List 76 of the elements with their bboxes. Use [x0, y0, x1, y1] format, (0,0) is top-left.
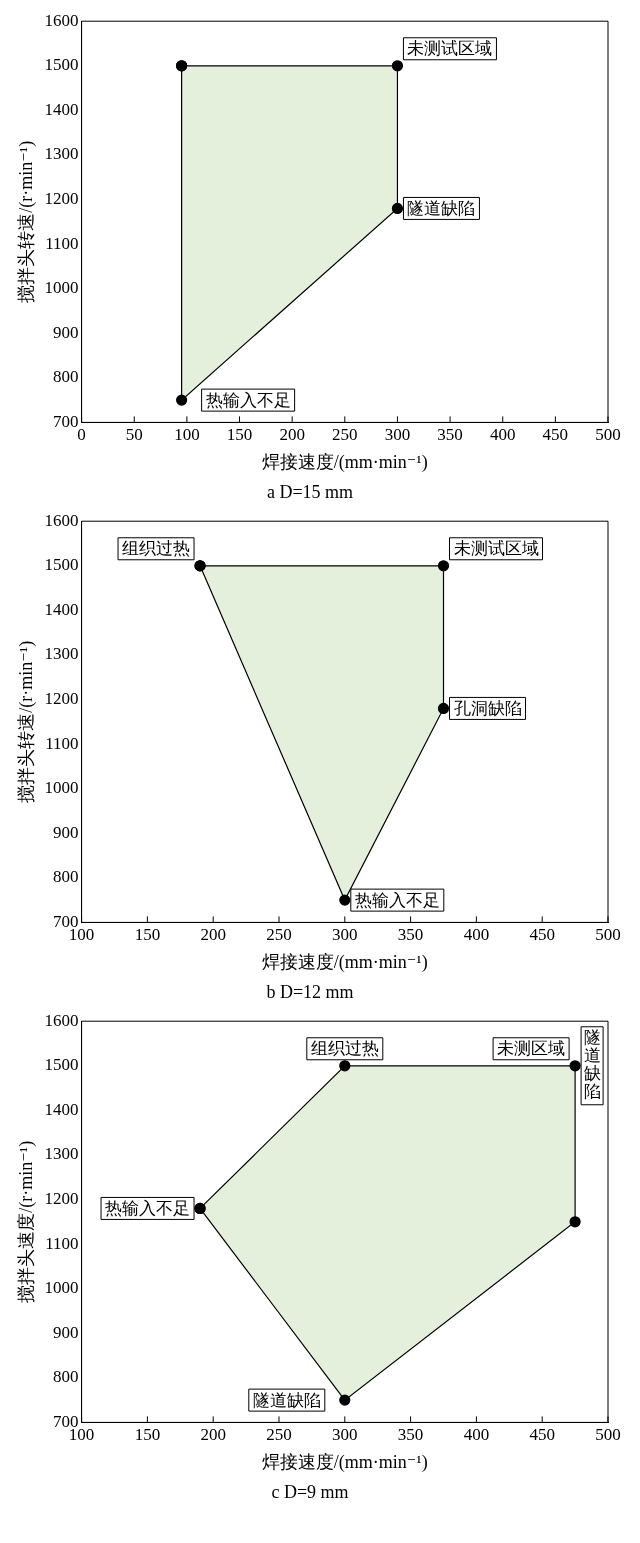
- annotation: 未测试区域: [407, 39, 493, 59]
- x-tick-label: 250: [332, 425, 358, 445]
- y-tick-label: 800: [53, 867, 79, 887]
- x-tick-label: 500: [595, 425, 621, 445]
- x-tick-label: 200: [279, 425, 305, 445]
- text: a D=15 mm: [266, 481, 354, 502]
- text: c D=9 mm: [271, 1481, 349, 1502]
- x-tick-label: 350: [437, 425, 463, 445]
- y-tick-label: 1100: [45, 233, 79, 253]
- x-tick-label: 450: [529, 925, 555, 945]
- annotation: 未测试区域: [453, 539, 539, 559]
- y-tick-label: 1100: [45, 1233, 79, 1253]
- y-tick-label: 900: [53, 822, 79, 842]
- x-tick-label: 150: [134, 925, 161, 945]
- annotation: 隧道缺陷: [252, 1390, 321, 1410]
- x-tick-label: 150: [226, 425, 253, 445]
- x-tick-label: 400: [463, 925, 490, 945]
- y-tick-label: 1500: [44, 1055, 79, 1075]
- y-tick-label: 1200: [44, 1188, 79, 1208]
- x-tick-label: 250: [266, 925, 292, 945]
- x-tick-label: 450: [529, 1425, 555, 1445]
- y-axis-title: 搅拌头速度/(r·min⁻¹): [15, 1140, 37, 1303]
- y-tick-label: 1600: [44, 510, 79, 530]
- y-tick-label: 1300: [44, 1144, 79, 1164]
- y-axis-title: 搅拌头转速/(r·min⁻¹): [15, 140, 37, 303]
- x-tick-label: 200: [200, 925, 226, 945]
- annotation: 热输入不足: [205, 390, 291, 410]
- x-tick-label: 400: [489, 425, 516, 445]
- y-tick-label: 1400: [44, 99, 79, 119]
- text: b D=12 mm: [266, 981, 354, 1002]
- annotation: 隧道缺陷: [583, 1028, 601, 1102]
- y-tick-label: 1500: [44, 555, 79, 575]
- annotation: 组织过热: [310, 1039, 379, 1059]
- y-tick-label: 1000: [44, 278, 79, 298]
- x-tick-label: 350: [397, 925, 424, 945]
- annotation: 隧道缺陷: [407, 198, 476, 218]
- x-tick-label: 300: [384, 425, 411, 445]
- annotation: 热输入不足: [354, 890, 440, 910]
- y-tick-label: 1400: [44, 599, 79, 619]
- y-tick-label: 1300: [44, 644, 79, 664]
- x-tick-label: 300: [332, 1425, 358, 1445]
- x-axis-title: 焊接速度/(mm·min⁻¹): [261, 952, 428, 974]
- x-tick-label: 400: [463, 1425, 490, 1445]
- x-tick-label: 300: [332, 925, 358, 945]
- y-tick-label: 1300: [44, 144, 79, 164]
- x-tick-label: 500: [595, 1425, 621, 1445]
- x-tick-label: 150: [134, 1425, 161, 1445]
- y-tick-label: 1200: [44, 688, 79, 708]
- annotation: 孔洞缺陷: [453, 698, 522, 718]
- y-tick-label: 900: [53, 1322, 79, 1342]
- x-tick-label: 0: [77, 425, 86, 445]
- y-tick-label: 1200: [44, 188, 79, 208]
- annotation: 未测区域: [497, 1039, 566, 1059]
- x-tick-label: 200: [200, 1425, 226, 1445]
- y-tick-label: 800: [53, 367, 79, 387]
- x-tick-label: 500: [595, 925, 621, 945]
- y-tick-label: 1000: [44, 778, 79, 798]
- x-axis-title: 焊接速度/(mm·min⁻¹): [261, 1452, 428, 1474]
- x-axis-title: 焊接速度/(mm·min⁻¹): [261, 452, 428, 474]
- annotation: 组织过热: [122, 539, 191, 559]
- y-axis-title: 搅拌头转速/(r·min⁻¹): [15, 640, 37, 803]
- y-tick-label: 1500: [44, 55, 79, 75]
- y-tick-label: 1000: [44, 1278, 79, 1298]
- y-tick-label: 800: [53, 1367, 79, 1387]
- x-tick-label: 350: [397, 1425, 424, 1445]
- y-tick-label: 1600: [44, 1010, 79, 1030]
- x-tick-label: 50: [125, 425, 143, 445]
- x-tick-label: 250: [266, 1425, 292, 1445]
- y-tick-label: 700: [53, 411, 79, 431]
- y-tick-label: 1100: [45, 733, 79, 753]
- y-tick-label: 900: [53, 322, 79, 342]
- annotation: 热输入不足: [105, 1198, 191, 1218]
- y-tick-label: 1400: [44, 1099, 79, 1119]
- x-tick-label: 100: [174, 425, 200, 445]
- x-tick-label: 450: [542, 425, 569, 445]
- y-tick-label: 1600: [44, 10, 79, 30]
